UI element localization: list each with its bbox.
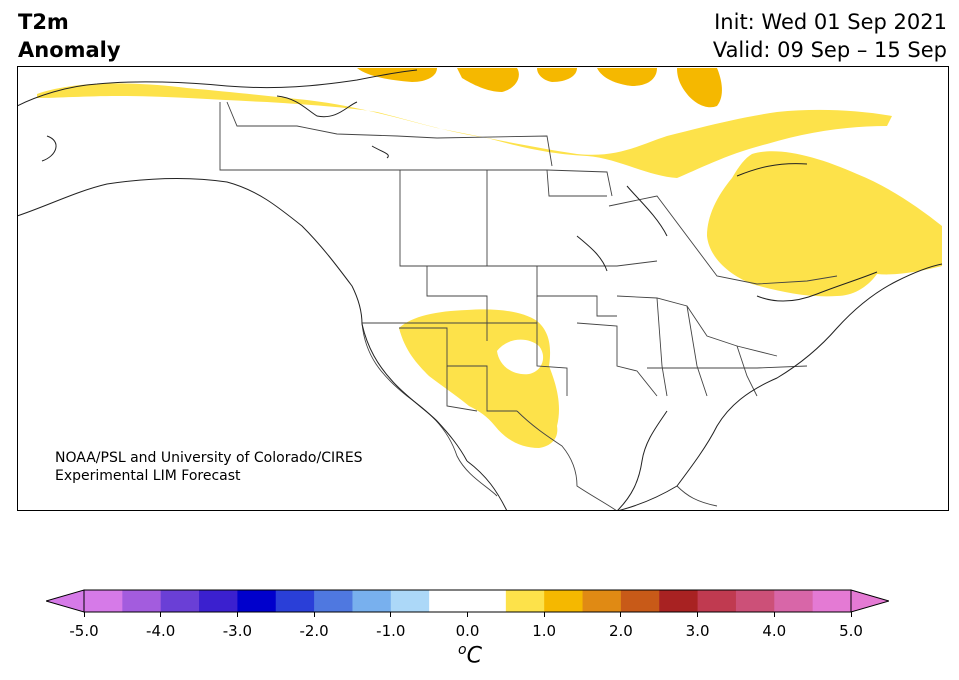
credit-line-1: NOAA/PSL and University of Colorado/CIRE… xyxy=(55,450,363,466)
colorbar-unit: oC xyxy=(458,642,482,669)
colorbar-tick-label: -4.0 xyxy=(146,622,176,640)
colorbar-tick-label: 0.0 xyxy=(455,622,480,640)
colorbar-extend-left xyxy=(44,589,85,613)
colorbar-tick-label: -5.0 xyxy=(69,622,99,640)
forecast-dates: Init: Wed 01 Sep 2021 Valid: 09 Sep – 15… xyxy=(713,8,947,64)
colorbar-extend-right xyxy=(850,589,891,613)
colorbar-tick-label: 4.0 xyxy=(762,622,787,640)
credit-line-2: Experimental LIM Forecast xyxy=(55,468,241,484)
colorbar-tick-mark xyxy=(160,612,162,617)
colorbar-segment xyxy=(84,590,123,612)
colorbar-tick-mark xyxy=(467,612,468,617)
colorbar-tick-label: -2.0 xyxy=(299,622,329,640)
colorbar-segment xyxy=(659,590,699,612)
valid-range: Valid: 09 Sep – 15 Sep xyxy=(712,38,947,62)
colorbar-tick-label: -1.0 xyxy=(376,622,406,640)
colorbar-segment xyxy=(467,590,507,612)
colorbar-tick-mark xyxy=(236,612,238,617)
colorbar-segment xyxy=(735,590,775,612)
colorbar-tick-mark xyxy=(313,612,315,617)
colorbar-segment xyxy=(505,590,545,612)
colorbar-segment xyxy=(812,590,852,612)
colorbar-segment xyxy=(199,590,238,612)
colorbar-segment xyxy=(275,590,315,612)
colorbar-tick-mark xyxy=(773,612,775,617)
anomaly-map xyxy=(17,66,949,511)
colorbar-tick-label: 5.0 xyxy=(839,622,863,640)
colorbar-segment xyxy=(620,590,660,612)
map-title: T2m Anomaly xyxy=(18,8,121,64)
colorbar-tick-mark xyxy=(620,612,622,617)
colorbar-segment xyxy=(544,590,584,612)
coastlines xyxy=(17,69,943,511)
title-line-1: T2m xyxy=(18,10,69,34)
colorbar-tick-label: 2.0 xyxy=(608,622,633,640)
credit-text: NOAA/PSL and University of Colorado/CIRE… xyxy=(55,449,363,485)
anomaly-shading-medium xyxy=(357,68,722,108)
colorbar-segment xyxy=(774,590,814,612)
colorbar-tick-label: 3.0 xyxy=(685,622,710,640)
colorbar-segment xyxy=(429,590,468,612)
map-frame xyxy=(17,66,949,511)
colorbar-tick-mark xyxy=(697,612,699,617)
colorbar-segment xyxy=(352,590,392,612)
colorbar xyxy=(44,588,891,614)
colorbar-segment xyxy=(314,590,353,612)
colorbar-tick-label: 1.0 xyxy=(532,622,557,640)
title-line-2: Anomaly xyxy=(18,38,121,62)
init-date: Init: Wed 01 Sep 2021 xyxy=(714,10,947,34)
colorbar-segment xyxy=(390,590,430,612)
colorbar-tick-label: -3.0 xyxy=(222,622,253,640)
colorbar-tick-mark xyxy=(850,612,852,617)
colorbar-segment xyxy=(160,590,200,612)
political-borders xyxy=(219,101,838,511)
colorbar-segment xyxy=(122,590,162,612)
colorbar-segment xyxy=(237,590,277,612)
colorbar-tick-mark xyxy=(543,612,545,617)
colorbar-segment xyxy=(697,590,737,612)
colorbar-tick-mark xyxy=(390,612,392,617)
colorbar-segment xyxy=(582,590,622,612)
colorbar-tick-mark xyxy=(83,612,85,617)
